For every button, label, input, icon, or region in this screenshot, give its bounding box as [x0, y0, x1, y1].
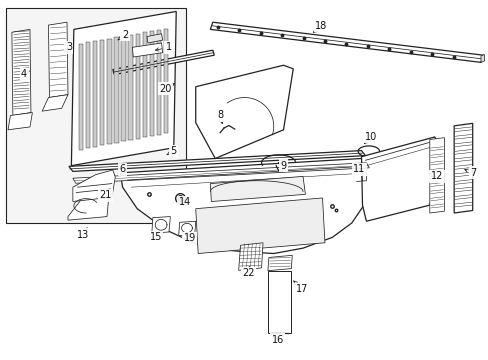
Polygon shape — [152, 217, 170, 233]
Polygon shape — [113, 50, 214, 75]
Polygon shape — [8, 113, 32, 130]
Bar — [5, 8, 185, 223]
Text: 4: 4 — [21, 69, 29, 79]
Polygon shape — [135, 34, 140, 139]
Polygon shape — [267, 255, 292, 271]
Text: 5: 5 — [166, 146, 177, 156]
Text: 21: 21 — [99, 190, 111, 200]
Text: 15: 15 — [149, 232, 162, 242]
Text: 13: 13 — [76, 228, 88, 239]
Polygon shape — [12, 30, 31, 116]
Polygon shape — [361, 137, 436, 221]
Polygon shape — [238, 243, 263, 270]
Text: 6: 6 — [119, 164, 127, 174]
Polygon shape — [48, 22, 68, 98]
Polygon shape — [114, 37, 119, 143]
Polygon shape — [142, 32, 147, 138]
Text: 16: 16 — [271, 334, 283, 345]
Polygon shape — [195, 65, 293, 158]
Text: 22: 22 — [242, 267, 254, 278]
Text: 18: 18 — [313, 21, 327, 32]
Polygon shape — [100, 40, 104, 145]
Polygon shape — [149, 31, 154, 136]
Polygon shape — [69, 150, 365, 171]
Text: 2: 2 — [118, 30, 128, 40]
Text: 1: 1 — [155, 42, 172, 52]
Polygon shape — [107, 39, 111, 144]
Polygon shape — [480, 54, 484, 62]
Text: 3: 3 — [64, 42, 72, 52]
Text: 17: 17 — [293, 281, 307, 294]
Polygon shape — [132, 43, 162, 57]
Text: 19: 19 — [183, 233, 196, 243]
Text: 10: 10 — [364, 132, 377, 144]
Bar — [267, 271, 291, 333]
Polygon shape — [121, 36, 125, 141]
Polygon shape — [210, 176, 305, 202]
Polygon shape — [453, 123, 472, 213]
Polygon shape — [429, 138, 444, 213]
Polygon shape — [93, 41, 97, 147]
Polygon shape — [120, 158, 366, 253]
Text: 12: 12 — [428, 171, 443, 181]
Polygon shape — [163, 29, 168, 134]
Text: 20: 20 — [159, 84, 174, 94]
Polygon shape — [73, 163, 368, 183]
Polygon shape — [79, 44, 83, 149]
Polygon shape — [147, 34, 162, 43]
Polygon shape — [86, 42, 90, 148]
Text: 8: 8 — [217, 111, 223, 123]
Polygon shape — [128, 35, 133, 140]
Polygon shape — [210, 22, 483, 62]
Polygon shape — [157, 30, 161, 135]
Polygon shape — [68, 187, 109, 220]
Polygon shape — [178, 221, 195, 235]
Text: 11: 11 — [352, 164, 365, 174]
Polygon shape — [71, 12, 176, 166]
Text: 14: 14 — [179, 197, 191, 207]
Text: 9: 9 — [278, 161, 286, 171]
Polygon shape — [195, 198, 325, 253]
Polygon shape — [42, 95, 68, 111]
Text: 7: 7 — [464, 168, 476, 178]
Polygon shape — [73, 170, 115, 202]
